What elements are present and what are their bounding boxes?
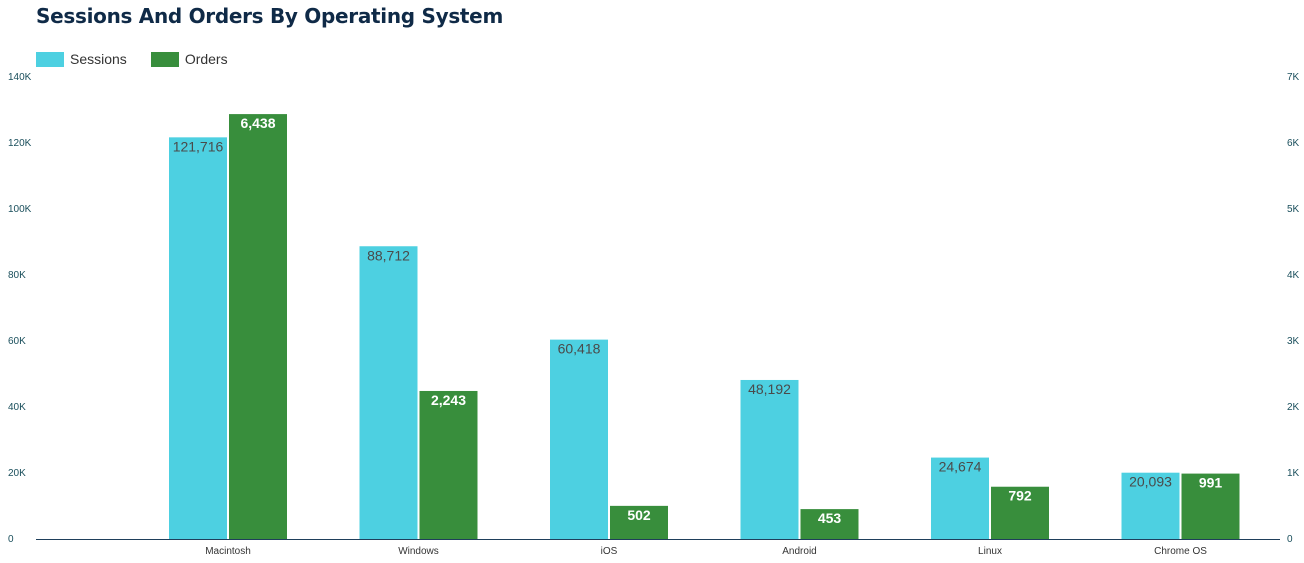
x-category-label: Windows <box>398 546 439 557</box>
legend-label-orders: Orders <box>184 51 228 67</box>
bar-orders-android[interactable] <box>800 509 859 539</box>
legend-item-sessions[interactable]: Sessions <box>36 51 127 67</box>
y-right-tick-label: 7K <box>1287 72 1300 83</box>
data-label-orders: 502 <box>627 507 651 523</box>
legend-swatch-sessions <box>36 51 64 67</box>
bar-sessions-windows[interactable] <box>359 246 418 539</box>
y-right-tick-label: 3K <box>1287 336 1300 347</box>
y-left-tick-label: 40K <box>8 402 26 413</box>
bar-orders-ios[interactable] <box>610 505 668 539</box>
data-label-sessions: 88,712 <box>367 247 410 263</box>
data-label-sessions: 121,716 <box>173 138 224 154</box>
bar-orders-macintosh[interactable] <box>229 114 287 539</box>
data-label-orders: 453 <box>818 510 842 526</box>
x-category-label: Android <box>782 546 816 557</box>
legend: Sessions Orders <box>36 51 228 67</box>
bar-orders-chrome-os[interactable] <box>1181 473 1240 539</box>
bar-sessions-macintosh[interactable] <box>169 137 227 539</box>
legend-swatch-orders <box>150 51 179 67</box>
data-label-sessions: 20,093 <box>1129 474 1172 490</box>
bar-sessions-ios[interactable] <box>550 339 608 539</box>
bar-sessions-android[interactable] <box>740 379 799 539</box>
bar-orders-linux[interactable] <box>991 486 1049 539</box>
y-right-tick-label: 6K <box>1287 138 1300 149</box>
x-category-label: iOS <box>601 546 618 557</box>
y-left-tick-label: 80K <box>8 270 26 281</box>
data-label-sessions: 60,418 <box>558 341 601 357</box>
x-category-label: Macintosh <box>205 546 251 557</box>
y-left-tick-label: 60K <box>8 336 26 347</box>
chart-title: Sessions And Orders By Operating System <box>36 4 503 28</box>
y-left-tick-label: 0 <box>8 534 14 545</box>
y-right-tick-label: 1K <box>1287 468 1300 479</box>
y-right-tick-label: 2K <box>1287 402 1300 413</box>
legend-label-sessions: Sessions <box>70 51 127 67</box>
y-left-tick-label: 20K <box>8 468 26 479</box>
y-left-tick-label: 120K <box>8 138 32 149</box>
legend-item-orders[interactable]: Orders <box>150 51 228 67</box>
bar-orders-windows[interactable] <box>419 390 478 539</box>
data-label-orders: 991 <box>1199 475 1223 491</box>
x-category-label: Linux <box>978 546 1002 557</box>
data-label-orders: 2,243 <box>431 392 466 408</box>
data-label-orders: 6,438 <box>240 115 275 131</box>
bar-sessions-chrome-os[interactable] <box>1121 472 1180 539</box>
y-left-tick-label: 140K <box>8 72 32 83</box>
data-label-orders: 792 <box>1008 488 1032 504</box>
y-right-tick-label: 4K <box>1287 270 1300 281</box>
y-right-tick-label: 5K <box>1287 204 1300 215</box>
y-left-tick-label: 100K <box>8 204 32 215</box>
y-right-tick-label: 0 <box>1287 534 1293 545</box>
data-label-sessions: 48,192 <box>748 381 791 397</box>
bar-sessions-linux[interactable] <box>931 457 989 539</box>
data-label-sessions: 24,674 <box>939 459 982 475</box>
x-category-label: Chrome OS <box>1154 546 1207 557</box>
